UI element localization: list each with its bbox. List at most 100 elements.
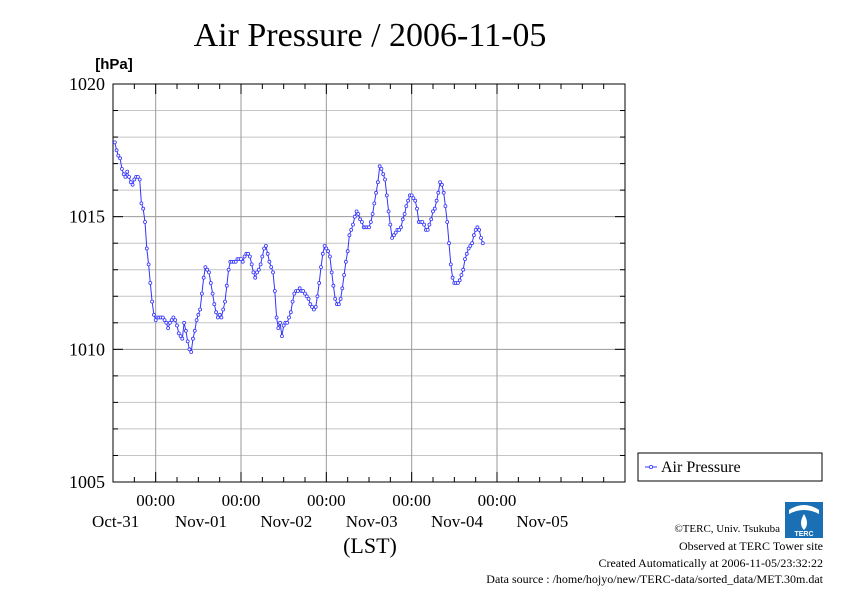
data-point [391,233,396,238]
created-timestamp-text: Created Automatically at 2006-11-05/23:3… [598,556,823,570]
data-point [164,320,169,325]
data-point [386,209,391,214]
data-point [128,180,133,185]
data-point [116,153,121,158]
data-point [381,172,386,177]
data-point [151,312,156,317]
data-point [436,190,441,195]
data-point [443,204,448,209]
data-point [135,174,140,179]
data-point [251,270,256,275]
data-point [322,243,327,248]
data-point [473,227,478,232]
data-point [166,326,171,331]
data-point [327,254,332,259]
data-point [303,291,307,296]
terc-logo-icon: TERC [785,502,823,538]
data-point [400,217,405,222]
y-tick-label: 1020 [69,74,105,94]
data-point [464,251,469,256]
data-point [420,220,425,224]
plot-axes [112,83,626,483]
data-point [422,222,427,227]
data-point [194,318,199,323]
data-point [263,243,268,248]
data-point [153,318,158,323]
data-point [219,315,224,320]
x-tick-label: 00:00 [136,491,175,510]
data-point [390,235,395,240]
data-point [310,304,315,309]
data-point [271,270,275,275]
data-point [207,270,211,275]
data-point [301,289,306,293]
x-date-label: Oct-31 [92,512,139,531]
data-point [370,212,375,216]
x-date-labels: Oct-31 Nov-01 Nov-02 Nov-03 Nov-04 Nov-05 [92,512,568,531]
legend[interactable]: Air Pressure [637,452,823,482]
data-point [224,283,229,288]
data-point [191,336,195,341]
data-point [267,259,272,264]
data-point [399,225,403,230]
data-point [384,193,389,198]
legend-label: Air Pressure [661,459,741,476]
data-point [162,318,167,323]
legend-marker-swatch [649,464,654,469]
data-point [175,323,179,328]
data-point [249,262,254,267]
data-point [182,320,187,325]
data-point [258,262,263,267]
data-point [285,320,290,325]
data-source-text: Data source : /home/hojyo/new/TERC-data/… [486,572,823,586]
data-point [320,251,325,256]
data-point [461,267,466,272]
data-point [290,299,295,304]
data-point [429,217,434,222]
x-tick-label: 00:00 [307,491,346,510]
data-point [281,323,286,328]
data-point [308,302,313,307]
data-point [143,220,147,224]
x-tick-label: 00:00 [478,491,517,510]
data-point [331,283,336,288]
data-point [278,320,283,325]
data-point [470,241,475,246]
data-point [125,169,130,174]
data-point [340,286,345,291]
data-point [226,267,231,272]
data-point [393,230,398,235]
data-point [375,180,380,185]
data-point [306,296,311,301]
data-point [171,315,176,320]
data-point [447,241,451,246]
data-point [183,328,188,333]
copyright-text: ©TERC, Univ. Tsukuba [674,523,780,535]
data-point [413,198,418,203]
data-point [434,198,439,203]
data-point [139,201,144,206]
data-point [137,177,142,182]
plot-frame [112,83,626,483]
data-point [279,334,284,339]
data-point [468,243,473,248]
data-point [466,246,471,251]
data-point [132,177,137,182]
legend-box [637,452,823,482]
data-point [427,222,432,227]
data-point [326,249,331,254]
data-point [480,241,485,246]
data-point [432,206,437,211]
data-point [114,148,119,153]
data-point [379,166,384,171]
data-point [347,233,352,238]
data-point [123,174,128,179]
data-point [329,270,334,275]
data-point [178,334,183,339]
data-point [338,296,343,301]
data-point [148,281,153,285]
data-point [255,270,259,275]
data-point [217,312,222,317]
data-point [239,257,243,262]
data-point [455,281,460,285]
